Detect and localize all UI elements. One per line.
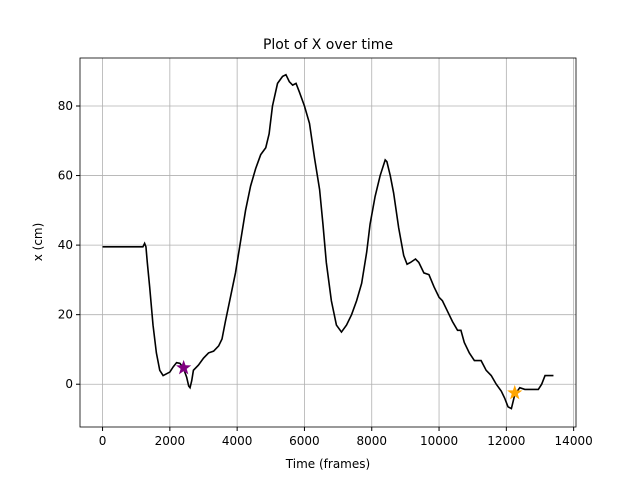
x-tick-label: 6000 <box>289 434 320 448</box>
plot-frame <box>79 57 577 428</box>
y-tick-label: 80 <box>58 99 73 113</box>
y-tick-label: 40 <box>58 238 73 252</box>
y-axis-label: x (cm) <box>31 223 45 262</box>
x-tick-label: 12000 <box>487 434 525 448</box>
star-marker <box>176 359 192 375</box>
star-marker <box>507 384 523 400</box>
x-tick-label: 8000 <box>356 434 387 448</box>
data-line <box>102 73 554 410</box>
x-tick-label: 10000 <box>420 434 458 448</box>
x-tick-label: 14000 <box>555 434 593 448</box>
y-tick-label: 60 <box>58 169 73 183</box>
chart-title: Plot of X over time <box>263 37 393 53</box>
y-tick-label: 20 <box>58 308 73 322</box>
x-tick-label: 4000 <box>222 434 253 448</box>
x-axis-label: Time (frames) <box>285 457 370 471</box>
x-tick-label: 2000 <box>155 434 186 448</box>
y-tick-label: 0 <box>65 377 73 391</box>
x-tick-label: 0 <box>99 434 107 448</box>
